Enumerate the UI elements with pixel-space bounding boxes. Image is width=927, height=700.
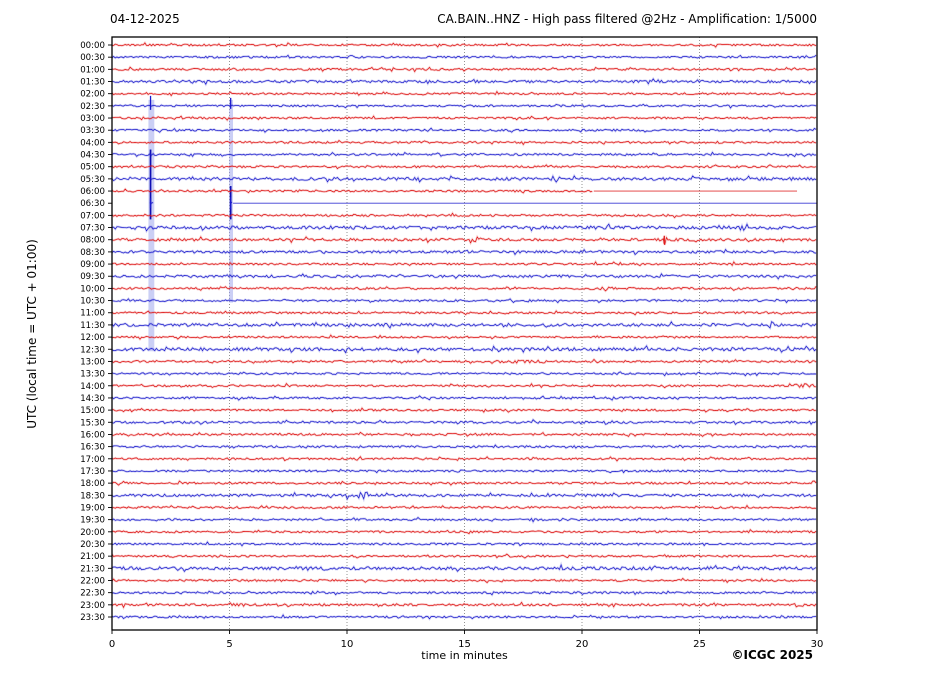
y-tick-label: 15:30 [80,418,105,428]
y-tick-label: 22:30 [80,589,105,599]
y-tick-label: 14:00 [80,382,105,392]
y-tick-label: 05:00 [80,163,105,173]
y-tick-label: 23:30 [80,613,105,623]
y-tick-label: 11:30 [80,321,105,331]
y-tick-label: 09:00 [80,260,105,270]
trace-halo [112,274,816,279]
y-tick-label: 04:30 [80,151,105,161]
y-tick-label: 23:00 [80,601,105,611]
y-tick-label: 02:00 [80,90,105,100]
y-tick-label: 20:30 [80,540,105,550]
y-tick-label: 14:30 [80,394,105,404]
y-tick-label: 08:00 [80,236,105,246]
y-tick-label: 12:30 [80,345,105,355]
y-tick-label: 21:00 [80,552,105,562]
y-tick-label: 13:00 [80,357,105,367]
y-tick-label: 04:00 [80,138,105,148]
y-tick-label: 06:30 [80,199,105,209]
y-tick-label: 07:30 [80,224,105,234]
y-tick-label: 18:00 [80,479,105,489]
y-axis-label: UTC (local time = UTC + 01:00) [25,214,39,454]
y-tick-label: 00:30 [80,53,105,63]
y-tick-label: 19:30 [80,516,105,526]
y-tick-label: 18:30 [80,491,105,501]
y-tick-label: 09:30 [80,272,105,282]
trace-halo [112,432,816,436]
copyright-label: ©ICGC 2025 [731,648,813,662]
trace-halo [112,530,816,534]
x-axis-label: time in minutes [112,649,817,662]
y-tick-label: 03:00 [80,114,105,124]
trace-halo [112,359,816,363]
y-tick-label: 01:00 [80,65,105,75]
y-tick-label: 15:00 [80,406,105,416]
trace [112,335,816,339]
trace [112,299,816,303]
y-tick-label: 05:30 [80,175,105,185]
y-tick-label: 19:00 [80,503,105,513]
y-tick-label: 17:00 [80,455,105,465]
y-tick-label: 08:30 [80,248,105,258]
y-tick-label: 06:00 [80,187,105,197]
y-tick-label: 02:30 [80,102,105,112]
y-tick-label: 13:30 [80,370,105,380]
y-tick-label: 22:00 [80,576,105,586]
y-tick-label: 16:00 [80,430,105,440]
y-tick-label: 17:30 [80,467,105,477]
y-tick-label: 20:00 [80,528,105,538]
trace-halo [112,286,816,291]
y-tick-label: 07:00 [80,211,105,221]
y-tick-label: 21:30 [80,564,105,574]
y-tick-label: 03:30 [80,126,105,136]
y-tick-label: 16:30 [80,443,105,453]
y-tick-label: 11:00 [80,309,105,319]
y-tick-label: 10:30 [80,297,105,307]
y-tick-label: 10:00 [80,284,105,294]
y-tick-label: 01:30 [80,78,105,88]
y-tick-label: 00:00 [80,41,105,51]
date-label: 04-12-2025 [110,12,180,26]
plot-title: CA.BAIN..HNZ - High pass filtered @2Hz -… [437,12,817,26]
y-tick-label: 12:00 [80,333,105,343]
